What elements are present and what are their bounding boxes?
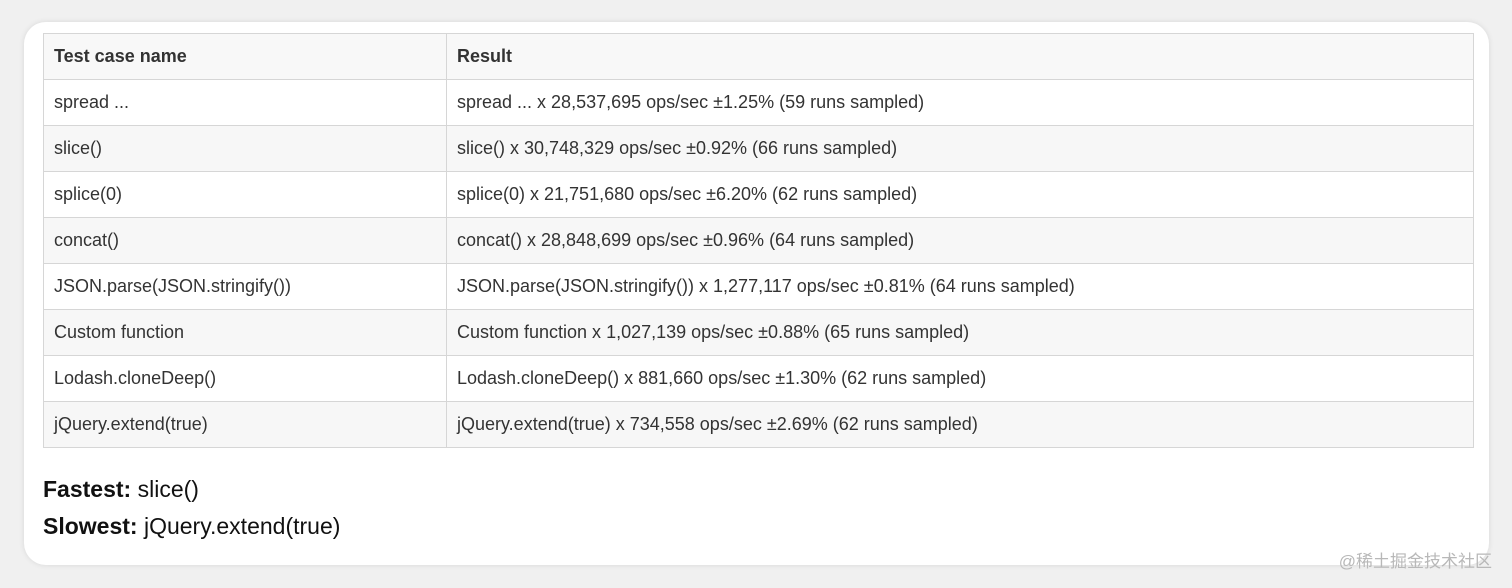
- fastest-value: slice(): [137, 476, 199, 502]
- result-cell: Custom function x 1,027,139 ops/sec ±0.8…: [446, 309, 1474, 356]
- slowest-value: jQuery.extend(true): [143, 513, 341, 539]
- result-cell: Lodash.cloneDeep() x 881,660 ops/sec ±1.…: [446, 355, 1474, 402]
- table-row: concat() concat() x 28,848,699 ops/sec ±…: [43, 217, 1474, 264]
- result-cell: concat() x 28,848,699 ops/sec ±0.96% (64…: [446, 217, 1474, 264]
- result-cell: slice() x 30,748,329 ops/sec ±0.92% (66 …: [446, 125, 1474, 172]
- slowest-label: Slowest:: [43, 513, 138, 539]
- table-row: Lodash.cloneDeep() Lodash.cloneDeep() x …: [43, 355, 1474, 402]
- test-case-name-cell: Custom function: [43, 309, 447, 356]
- test-case-name-cell: JSON.parse(JSON.stringify()): [43, 263, 447, 310]
- test-case-name-cell: Lodash.cloneDeep(): [43, 355, 447, 402]
- table-header-row: Test case name Result: [43, 33, 1474, 80]
- column-header-result: Result: [446, 33, 1474, 80]
- table-row: spread ... spread ... x 28,537,695 ops/s…: [43, 79, 1474, 126]
- test-case-name-cell: jQuery.extend(true): [43, 401, 447, 448]
- test-case-name-cell: concat(): [43, 217, 447, 264]
- result-cell: splice(0) x 21,751,680 ops/sec ±6.20% (6…: [446, 171, 1474, 218]
- table-row: Custom function Custom function x 1,027,…: [43, 309, 1474, 356]
- table-row: slice() slice() x 30,748,329 ops/sec ±0.…: [43, 125, 1474, 172]
- table-row: JSON.parse(JSON.stringify()) JSON.parse(…: [43, 263, 1474, 310]
- result-cell: jQuery.extend(true) x 734,558 ops/sec ±2…: [446, 401, 1474, 448]
- test-case-name-cell: spread ...: [43, 79, 447, 126]
- watermark-text: @稀土掘金技术社区: [1338, 552, 1492, 571]
- fastest-summary: Fastest: slice(): [43, 476, 199, 503]
- result-cell: JSON.parse(JSON.stringify()) x 1,277,117…: [446, 263, 1474, 310]
- table-row: jQuery.extend(true) jQuery.extend(true) …: [43, 401, 1474, 448]
- column-header-test-case-name: Test case name: [43, 33, 447, 80]
- fastest-label: Fastest:: [43, 476, 132, 502]
- result-cell: spread ... x 28,537,695 ops/sec ±1.25% (…: [446, 79, 1474, 126]
- test-case-name-cell: splice(0): [43, 171, 447, 218]
- table-row: splice(0) splice(0) x 21,751,680 ops/sec…: [43, 171, 1474, 218]
- slowest-summary: Slowest: jQuery.extend(true): [43, 513, 340, 540]
- test-case-name-cell: slice(): [43, 125, 447, 172]
- benchmark-results-table: Test case name Result spread ... spread …: [43, 33, 1474, 448]
